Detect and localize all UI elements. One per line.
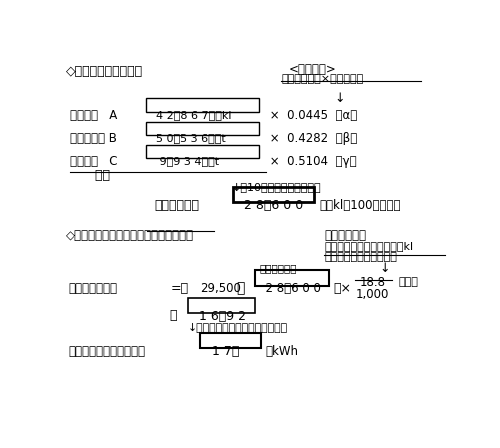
Text: ×  0.4282  （β）: × 0.4282 （β） [266,132,357,145]
Text: 1 7銭: 1 7銭 [204,345,239,358]
Text: ＝: ＝ [170,310,177,323]
Bar [146,99,258,112]
Text: 平均燃料価格: 平均燃料価格 [154,198,199,211]
Text: ◇燃料費調整単価の算定〈低圧の場合〉: ◇燃料費調整単価の算定〈低圧の場合〉 [66,229,194,242]
Text: －: － [236,282,244,296]
Text: （銭）: （銭） [399,277,418,287]
Text: 燃料費調整単価: 燃料費調整単価 [68,282,117,295]
Text: ）×: ）× [334,282,352,295]
Text: ↓: ↓ [334,92,345,105]
Text: ＬＮＧ価格 B: ＬＮＧ価格 B [70,132,117,145]
Text: ／kWh: ／kWh [266,345,298,358]
Text: 石炭価格   C: 石炭価格 C [70,155,118,168]
Text: <換算係数>: <換算係数> [289,63,337,76]
Text: ↓: ↓ [380,263,390,276]
Text: ↓（10円の位で四捨五入）: ↓（10円の位で四捨五入） [232,183,321,193]
Text: 燃料価格が１，０００円／kl: 燃料価格が１，０００円／kl [324,241,414,251]
Text: =（: =（ [171,282,189,295]
Text: 29,500: 29,500 [200,282,241,295]
Bar [254,270,329,285]
Text: ◇平均燃料価格の算定: ◇平均燃料価格の算定 [66,65,144,78]
Text: 5 0，5 3 6円／t: 5 0，5 3 6円／t [150,133,226,143]
Text: 1 6．9 2: 1 6．9 2 [191,310,246,323]
Text: ↓（小数点以下第１位四捨五入）: ↓（小数点以下第１位四捨五入） [188,323,288,333]
Text: 燃料費調整単価（税込）: 燃料費調整単価（税込） [68,345,146,358]
Bar [188,298,254,313]
Text: 平均燃料価格: 平均燃料価格 [259,263,296,273]
Text: 円／kl（100円単位）: 円／kl（100円単位） [320,198,402,211]
Text: 2 8，6 0 0: 2 8，6 0 0 [236,199,304,212]
Text: ＋）: ＋） [88,169,110,182]
Text: 18.8: 18.8 [360,276,386,289]
Text: 原油換算係数×熱量構成比: 原油換算係数×熱量構成比 [281,74,363,84]
Text: 2 8，6 0 0: 2 8，6 0 0 [258,282,320,295]
Bar [146,121,258,135]
Text: 原油価格   A: 原油価格 A [70,109,117,122]
Text: 1,000: 1,000 [356,288,389,301]
Text: 変動した場合の料金変動: 変動した場合の料金変動 [324,252,398,263]
Text: ×  0.5104  （γ）: × 0.5104 （γ） [266,155,356,168]
Bar [200,332,261,348]
Text: 4 2，8 6 7円／kl: 4 2，8 6 7円／kl [150,110,232,120]
Text: 9，9 3 4円／t: 9，9 3 4円／t [150,156,220,166]
Text: ＜基準単価＞: ＜基準単価＞ [324,229,366,242]
Bar [146,145,258,159]
Text: ×  0.0445  （α）: × 0.0445 （α） [266,109,357,122]
Bar [233,187,314,202]
